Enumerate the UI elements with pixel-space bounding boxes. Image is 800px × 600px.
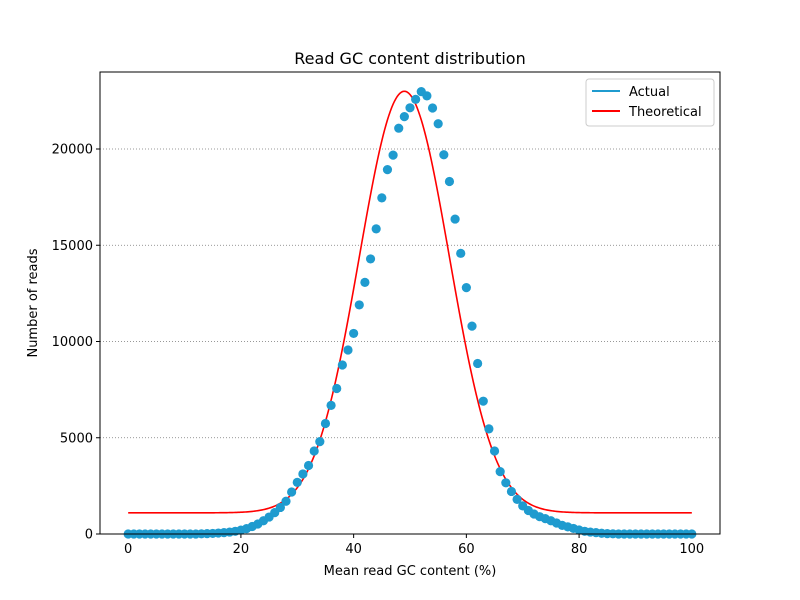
actual-point [275,502,285,513]
actual-point [388,150,398,160]
actual-point [287,487,297,497]
actual-point [506,486,517,497]
actual-point [332,383,342,394]
actual-point [320,418,331,429]
theoretical-curve [128,90,692,514]
actual-point [281,496,291,506]
actual-point [343,345,353,355]
actual-point [326,400,336,411]
actual-point [427,103,438,113]
actual-point [337,360,347,370]
actual-point [354,300,364,310]
actual-point [473,358,483,369]
actual-point [292,477,302,488]
legend-label-actual: Actual [629,85,670,100]
y-tick-label: 0 [85,528,93,543]
actual-point [303,460,314,471]
x-tick-label: 20 [233,542,250,557]
actual-point [371,224,381,234]
actual-point [439,150,449,160]
actual-point [501,478,511,488]
actual-point [315,437,325,447]
actual-point [467,321,477,331]
y-axis-label: Number of reads [26,248,41,357]
actual-point [422,91,432,101]
actual-point [405,103,415,113]
x-tick-label: 80 [571,542,588,557]
actual-point [411,94,421,104]
actual-point [495,467,505,477]
legend: Actual Theoretical [585,78,715,127]
legend-label-theoretical: Theoretical [628,105,702,120]
actual-point [512,494,522,504]
actual-point [365,254,376,264]
actual-point [489,446,500,456]
actual-point [478,396,488,406]
actual-point [349,328,359,339]
actual-point [399,112,409,122]
x-tick-label: 40 [345,542,362,557]
actual-point [377,193,387,203]
tick-layer: 0 5000 10000 15000 20000 0 20 40 60 80 100 [52,143,705,558]
plot-layer [123,87,697,539]
y-tick-label: 15000 [52,239,93,254]
actual-point [450,214,460,224]
actual-point [382,164,393,175]
actual-point [461,283,471,293]
actual-point [394,123,404,133]
actual-point [456,248,466,258]
x-axis-label: Mean read GC content (%) [324,564,497,579]
y-tick-label: 20000 [52,143,93,158]
actual-point [444,176,455,187]
x-tick-label: 0 [124,542,132,557]
actual-point [433,119,443,129]
actual-point [360,277,370,288]
y-tick-label: 10000 [52,335,93,350]
actual-point [484,424,494,434]
x-tick-label: 60 [458,542,475,557]
x-tick-label: 100 [679,542,704,557]
actual-point [298,469,308,479]
chart-title: Read GC content distribution [294,49,525,68]
plot-frame [99,71,721,535]
actual-point [309,446,319,456]
grid-layer [100,148,720,439]
y-tick-label: 5000 [60,431,93,446]
